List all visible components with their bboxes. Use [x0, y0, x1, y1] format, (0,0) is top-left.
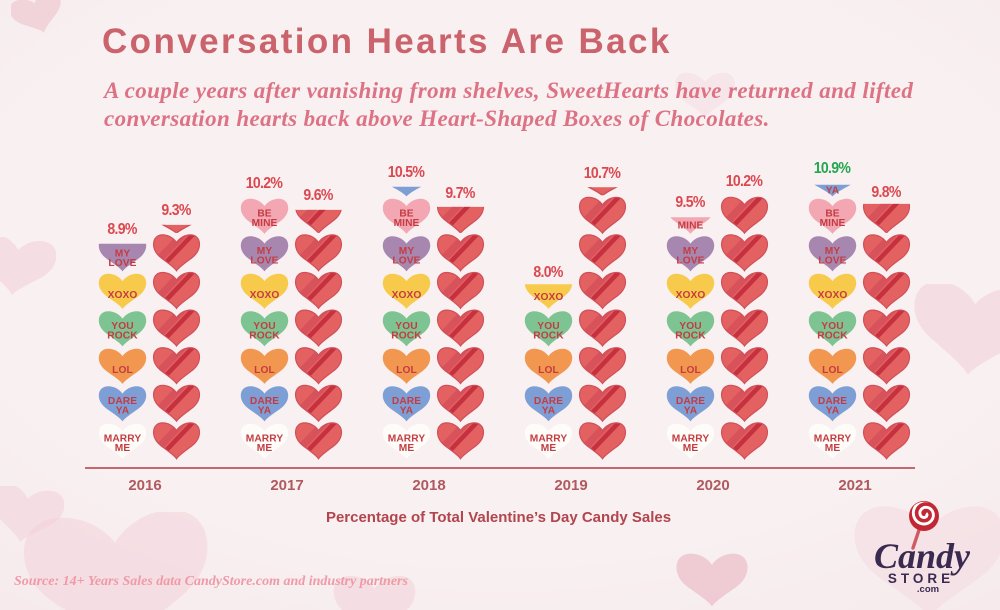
svg-text:MY: MY — [114, 249, 130, 260]
svg-text:LOL: LOL — [112, 365, 133, 376]
svg-text:LOL: LOL — [396, 365, 417, 376]
svg-text:MY: MY — [824, 246, 840, 257]
svg-text:XOXO: XOXO — [249, 290, 279, 301]
svg-text:BE: BE — [399, 208, 413, 219]
svg-text:YA: YA — [399, 405, 413, 416]
svg-text:ROCK: ROCK — [391, 330, 422, 341]
svg-text:LOVE: LOVE — [676, 255, 704, 266]
svg-text:YOU: YOU — [679, 321, 701, 332]
svg-text:BE: BE — [825, 208, 839, 219]
svg-text:LOL: LOL — [822, 365, 843, 376]
svg-text:ME: ME — [540, 443, 556, 454]
svg-text:ROCK: ROCK — [249, 330, 280, 341]
svg-text:STORE: STORE — [888, 571, 954, 586]
svg-text:ROCK: ROCK — [817, 330, 848, 341]
svg-text:ME: ME — [114, 443, 130, 454]
svg-text:MINE: MINE — [677, 220, 703, 231]
svg-text:YA: YA — [683, 405, 697, 416]
svg-text:YA: YA — [115, 405, 129, 416]
svg-text:YOU: YOU — [253, 321, 275, 332]
svg-text:DARE: DARE — [817, 396, 846, 407]
svg-text:Candy: Candy — [874, 536, 971, 576]
svg-text:BE: BE — [257, 208, 271, 219]
svg-text:MY: MY — [682, 246, 698, 257]
svg-text:DARE: DARE — [249, 396, 278, 407]
svg-text:XOXO: XOXO — [817, 290, 847, 301]
svg-text:ROCK: ROCK — [533, 330, 564, 341]
svg-text:ROCK: ROCK — [107, 330, 138, 341]
svg-text:LOVE: LOVE — [250, 255, 278, 266]
svg-text:LOVE: LOVE — [392, 255, 420, 266]
svg-text:YOU: YOU — [395, 321, 417, 332]
svg-text:DARE: DARE — [675, 396, 704, 407]
svg-text:LOL: LOL — [254, 365, 275, 376]
svg-text:MARRY: MARRY — [103, 433, 141, 444]
svg-text:YOU: YOU — [537, 321, 559, 332]
svg-text:LOVE: LOVE — [108, 258, 136, 269]
svg-text:MARRY: MARRY — [813, 433, 851, 444]
svg-text:DARE: DARE — [107, 396, 136, 407]
svg-text:XOXO: XOXO — [533, 292, 563, 303]
svg-text:MY: MY — [256, 246, 272, 257]
svg-text:ROCK: ROCK — [675, 330, 706, 341]
svg-text:XOXO: XOXO — [391, 290, 421, 301]
svg-text:DARE: DARE — [533, 396, 562, 407]
svg-text:MINE: MINE — [251, 218, 277, 229]
svg-text:ME: ME — [256, 443, 272, 454]
svg-text:MARRY: MARRY — [387, 433, 425, 444]
svg-text:MARRY: MARRY — [671, 433, 709, 444]
svg-text:YA: YA — [825, 185, 839, 196]
svg-text:LOVE: LOVE — [818, 255, 846, 266]
svg-text:YOU: YOU — [111, 321, 133, 332]
svg-text:MINE: MINE — [393, 218, 419, 229]
svg-text:YA: YA — [257, 405, 271, 416]
svg-text:YA: YA — [825, 405, 839, 416]
svg-text:ME: ME — [398, 443, 414, 454]
svg-text:MINE: MINE — [819, 218, 845, 229]
svg-text:LOL: LOL — [538, 365, 559, 376]
svg-text:XOXO: XOXO — [675, 290, 705, 301]
svg-text:.com: .com — [917, 584, 939, 595]
svg-text:YA: YA — [541, 405, 555, 416]
svg-text:ME: ME — [682, 443, 698, 454]
svg-text:YOU: YOU — [821, 321, 843, 332]
svg-text:MARRY: MARRY — [529, 433, 567, 444]
svg-text:MY: MY — [398, 246, 414, 257]
svg-text:DARE: DARE — [391, 396, 420, 407]
svg-text:LOL: LOL — [680, 365, 701, 376]
svg-text:XOXO: XOXO — [107, 290, 137, 301]
svg-text:ME: ME — [824, 443, 840, 454]
svg-text:MARRY: MARRY — [245, 433, 283, 444]
